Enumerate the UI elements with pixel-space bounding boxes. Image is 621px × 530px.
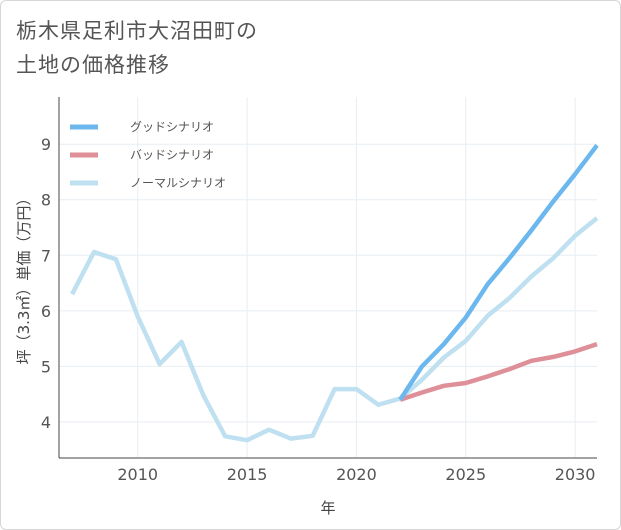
x-tick-label: 2030 [555,465,596,484]
series-line-2 [70,216,599,443]
x-tick-label: 2015 [227,465,268,484]
y-tick-label: 7 [41,246,51,265]
x-axis-title: 年 [320,499,335,517]
y-tick-label: 8 [41,191,51,210]
legend-label-2: ノーマルシナリオ [130,176,226,190]
series-group [70,143,599,443]
legend-label-1: バッドシナリオ [130,148,214,162]
series-line-0 [398,143,599,401]
chart-title: 栃木県足利市大沼田町の 土地の価格推移 [16,14,536,82]
y-axis-title: 坪（3.3㎡）単価（万円） [15,191,33,365]
y-tick-label: 4 [41,413,51,432]
y-tick-label: 9 [41,135,51,154]
x-tick-label: 2020 [336,465,377,484]
x-tick-label: 2010 [117,465,158,484]
x-tick-label: 2025 [445,465,486,484]
chart-title-line2: 土地の価格推移 [16,53,170,77]
y-tick-label: 6 [41,302,51,321]
chart-title-line1: 栃木県足利市大沼田町の [16,19,258,43]
series-line-1 [399,341,598,402]
legend-label-0: グッドシナリオ [130,120,214,134]
plot-area [59,97,597,458]
y-tick-label: 5 [41,357,51,376]
